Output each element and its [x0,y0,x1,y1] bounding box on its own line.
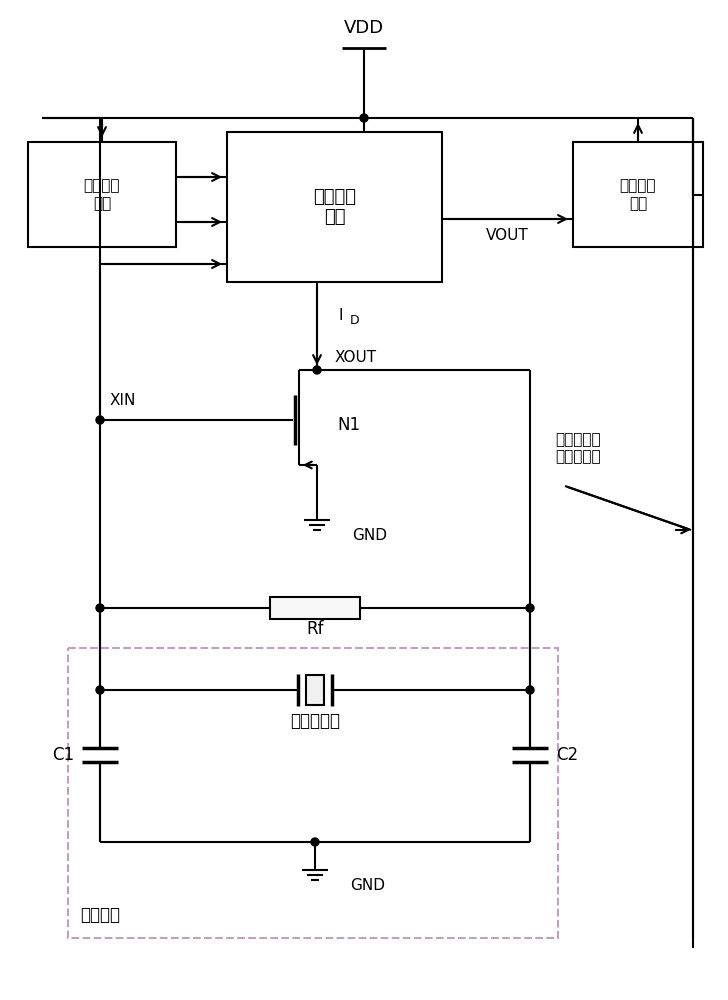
Text: XOUT: XOUT [335,351,377,365]
Bar [227,132,442,282]
Circle shape [96,604,104,612]
Circle shape [526,686,534,694]
Text: 选频网络: 选频网络 [80,906,120,924]
Text: 频偏检测
模块: 频偏检测 模块 [620,178,656,211]
Circle shape [96,416,104,424]
Text: I: I [339,308,344,324]
Text: GND: GND [352,528,387,543]
Text: Rf: Rf [306,620,324,638]
Text: C2: C2 [556,746,578,764]
Text: N1: N1 [337,416,360,434]
Bar [28,142,176,247]
Text: 晶体振荡器: 晶体振荡器 [290,712,340,730]
Text: 频偏控制
电路: 频偏控制 电路 [313,188,356,226]
Bar [68,648,558,938]
Text: XIN: XIN [110,393,136,408]
Bar [306,675,324,705]
Text: 可编程电
流源: 可编程电 流源 [84,178,120,211]
Bar [573,142,703,247]
Circle shape [526,604,534,612]
Text: VDD: VDD [344,19,384,37]
Circle shape [360,114,368,122]
Text: D: D [350,314,360,328]
Bar [270,597,360,619]
Text: GND: GND [350,878,385,893]
Circle shape [96,686,104,694]
Circle shape [311,838,319,846]
Text: C1: C1 [52,746,74,764]
Text: VOUT: VOUT [486,228,529,242]
Text: 频偏控制晶
体振荡电路: 频偏控制晶 体振荡电路 [555,432,601,464]
Circle shape [313,366,321,374]
